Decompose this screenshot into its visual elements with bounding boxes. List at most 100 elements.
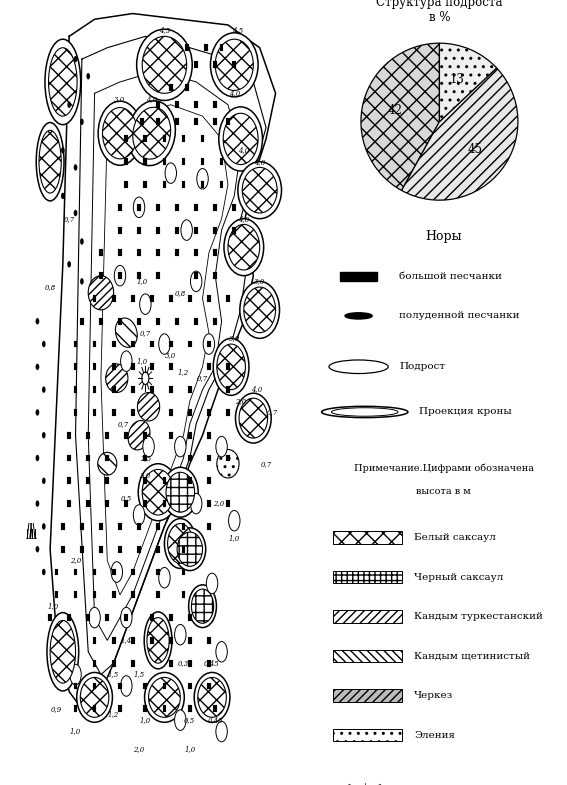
Bar [188,386,192,393]
Text: 4,0: 4,0 [251,385,262,393]
Circle shape [175,436,186,457]
Bar [112,341,116,348]
Bar [124,455,128,462]
Bar [137,204,141,210]
Bar [74,591,78,598]
Ellipse shape [224,219,264,276]
Bar [188,341,192,348]
Circle shape [139,294,151,315]
Text: 3,0: 3,0 [115,95,126,103]
Bar [232,227,236,233]
Bar [92,591,96,598]
Circle shape [80,239,83,245]
Text: 0,45: 0,45 [208,716,223,725]
Bar [207,432,211,439]
Text: Кандым туркестанский: Кандым туркестанский [414,612,543,621]
Text: 1,2: 1,2 [178,368,189,377]
Ellipse shape [219,107,263,171]
Ellipse shape [88,276,113,310]
Text: 0,9: 0,9 [51,705,62,713]
Ellipse shape [149,677,180,717]
Bar [74,706,78,712]
Ellipse shape [223,113,258,165]
Circle shape [216,436,227,457]
Bar [207,477,211,484]
Circle shape [36,409,39,415]
Bar [150,614,154,621]
Circle shape [36,318,39,324]
Ellipse shape [192,589,214,623]
Bar [194,272,198,279]
Circle shape [74,210,77,216]
Bar [175,204,179,210]
Ellipse shape [105,364,128,392]
Circle shape [80,278,83,284]
Bar [92,637,96,644]
Bar [181,136,185,142]
Bar [188,455,192,462]
Bar [118,204,122,210]
Ellipse shape [332,407,398,416]
Bar [194,204,198,210]
Text: 0,7: 0,7 [139,329,151,337]
Text: 45: 45 [468,143,483,156]
Ellipse shape [164,519,196,568]
Bar [169,84,173,91]
Bar [201,136,205,142]
Text: 2,0: 2,0 [70,557,81,564]
Bar [74,409,78,416]
Bar [333,729,402,742]
Bar [92,295,96,302]
Bar [86,614,90,621]
Bar [131,295,134,302]
Circle shape [115,265,126,286]
Circle shape [142,372,149,385]
Bar [131,659,134,666]
Bar [163,682,166,689]
Bar [156,119,160,126]
Bar [188,409,192,416]
Bar [188,295,192,302]
Bar [188,432,192,439]
Bar [92,659,96,666]
Text: 0,7: 0,7 [64,214,75,223]
Bar [188,706,192,712]
Bar [131,591,134,598]
Bar [194,61,198,68]
Bar [181,159,185,165]
Text: 0,8: 0,8 [175,289,186,297]
Circle shape [216,641,227,662]
Text: 3,0: 3,0 [229,334,240,342]
Bar [333,571,402,583]
Circle shape [61,147,65,153]
Bar [207,637,211,644]
Ellipse shape [174,528,206,571]
Text: 0,8: 0,8 [44,283,56,291]
Circle shape [36,501,39,507]
Bar [124,136,128,142]
Bar [201,159,205,165]
Bar [105,432,109,439]
Text: Эления: Эления [414,731,455,739]
Circle shape [42,478,45,484]
Bar [169,386,173,393]
Ellipse shape [116,318,137,348]
Circle shape [42,432,45,438]
Text: Белый саксаул: Белый саксаул [414,533,496,542]
Bar [201,181,205,188]
Bar [150,637,154,644]
Circle shape [329,360,388,374]
Bar [124,477,128,484]
Bar [181,523,185,530]
Bar [188,659,192,666]
Ellipse shape [189,585,217,627]
Circle shape [42,569,45,575]
Bar [92,386,96,393]
Ellipse shape [147,618,169,663]
Circle shape [203,334,214,354]
Text: 1,4: 1,4 [121,637,132,644]
Ellipse shape [194,673,230,722]
Bar [143,500,147,507]
Ellipse shape [166,473,194,512]
Circle shape [345,312,372,319]
